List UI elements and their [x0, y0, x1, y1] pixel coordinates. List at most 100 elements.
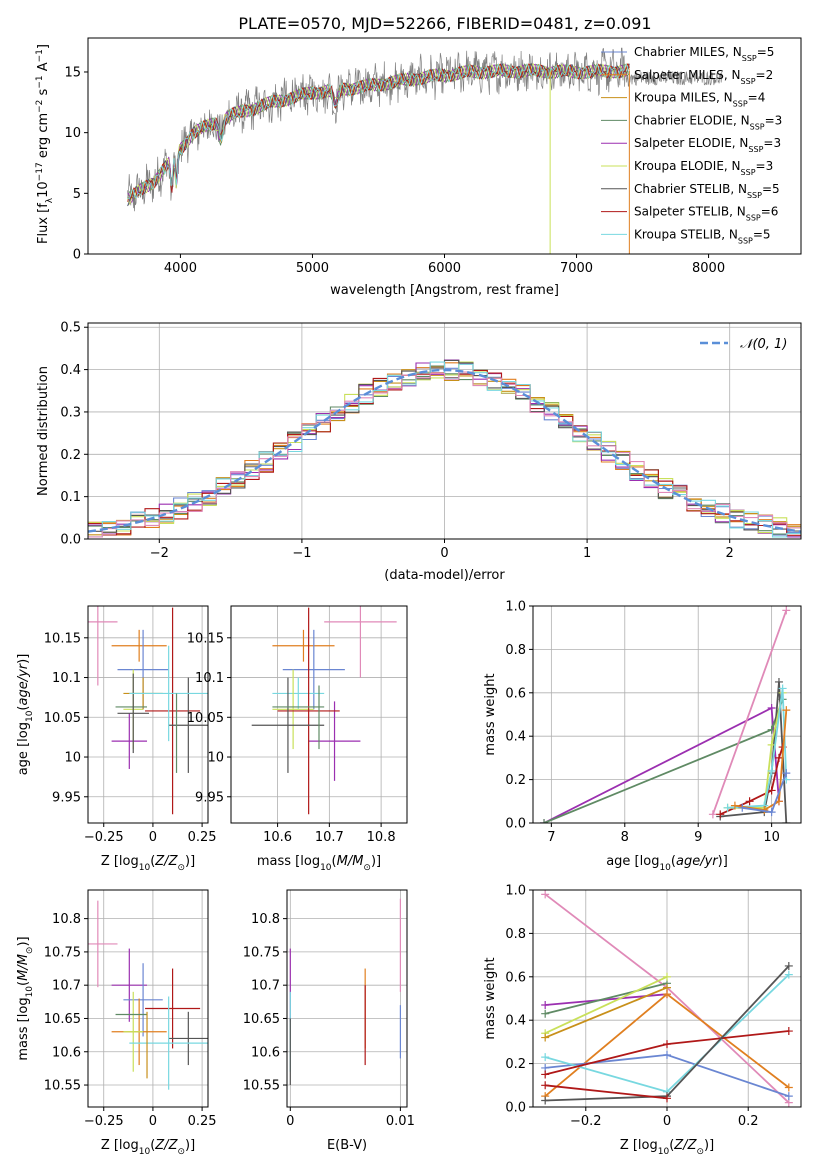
- x-tick-label: −2: [150, 546, 169, 561]
- x-tick-label: 7000: [560, 261, 593, 276]
- weight-marker: [663, 1094, 671, 1103]
- x-tick-label: 9: [694, 830, 702, 845]
- x-tick-label: 0: [149, 1114, 157, 1129]
- weight-marker: [663, 972, 671, 981]
- plot-area: [88, 606, 208, 815]
- model-spectrum-line: [127, 63, 630, 200]
- x-tick-label: 10.8: [367, 830, 396, 845]
- plot-area: [289, 898, 401, 1086]
- error-bar-point: [111, 629, 167, 662]
- x-tick-label: −1: [292, 546, 311, 561]
- y-tick-label: 10.15: [187, 631, 224, 646]
- weight-marker: [767, 808, 776, 817]
- y-tick-label: 10.75: [44, 945, 81, 960]
- y-tick-label: 1.0: [505, 884, 526, 899]
- panel-weight_vs_age: 7 8 9 10 0.0 0.2 0.4 0.6 0.8 1.0 age [log10(age/yr…: [483, 600, 802, 873]
- x-axis-label: Z [log10(Z/Z⊙)]: [620, 1138, 714, 1157]
- weight-marker: [541, 1081, 550, 1090]
- y-axis-label: mass weight: [483, 957, 498, 1039]
- y-axis-label: age [log10(age/yr)]: [16, 654, 35, 776]
- x-tick-label: 5000: [296, 261, 329, 276]
- weight-marker: [784, 961, 793, 970]
- x-tick-label: 0: [663, 1114, 671, 1129]
- weight-marker: [782, 706, 791, 715]
- weight-marker: [782, 606, 791, 615]
- x-tick-label: 0.01: [386, 1114, 415, 1129]
- y-tick-label: 0.3: [60, 405, 81, 420]
- weight-marker: [745, 797, 754, 806]
- panel-mass_vs_EBV: 0 0.01 10.55 10.6 10.65 10.7 10.75 10.8 E(B-V): [243, 889, 415, 1153]
- error-bar-point: [88, 606, 118, 686]
- legend: Chabrier MILES, NSSP=5 Salpeter MILES, NS…: [601, 45, 782, 245]
- weight-marker: [716, 810, 725, 819]
- weight-marker: [778, 684, 787, 693]
- weight-series-line: [544, 982, 668, 1015]
- weight-marker: [540, 819, 549, 823]
- weight-marker: [782, 769, 791, 778]
- weight-marker: [723, 803, 732, 812]
- error-bar-point: [88, 900, 118, 988]
- y-tick-label: 0.6: [505, 686, 526, 701]
- y-axis-label: Flux [fλ10−17 erg cm−2 s−1 A−1]: [35, 44, 55, 244]
- y-tick-label: 0.8: [505, 927, 526, 942]
- weight-series-line: [544, 986, 668, 1039]
- weight-marker: [738, 803, 747, 812]
- error-bar-point: [324, 606, 397, 678]
- y-tick-label: 9.95: [195, 790, 224, 805]
- x-tick-label: 7: [547, 830, 555, 845]
- weight-marker: [541, 1033, 550, 1042]
- error-bar-point: [117, 673, 149, 754]
- y-tick-label: 0.5: [60, 321, 81, 336]
- figure-title: PLATE=0570, MJD=52266, FIBERID=0481, z=0…: [238, 14, 651, 33]
- x-tick-label: −0.25: [84, 830, 124, 845]
- y-tick-label: 0.2: [505, 1057, 526, 1072]
- legend-entry: Chabrier MILES, NSSP=5: [634, 45, 774, 63]
- plot-area: [541, 890, 793, 1107]
- y-tick-label: 10.7: [251, 979, 280, 994]
- legend-entry: Salpeter MILES, NSSP=2: [634, 68, 773, 86]
- plot-area: [540, 606, 791, 823]
- legend-entry: Kroupa MILES, NSSP=4: [634, 91, 765, 109]
- axes-frame: [87, 605, 209, 824]
- weight-series-line: [545, 1084, 668, 1100]
- x-tick-label: 0.25: [188, 830, 217, 845]
- x-tick-label: 0: [149, 830, 157, 845]
- y-tick-label: 0.4: [60, 363, 81, 378]
- y-tick-label: 0.4: [505, 1014, 526, 1029]
- error-bar-point: [145, 607, 201, 815]
- x-tick-label: 2: [726, 546, 734, 561]
- y-tick-label: 10.8: [52, 912, 81, 927]
- weight-marker: [663, 1040, 671, 1049]
- residual-histogram: [88, 371, 801, 538]
- weight-marker: [767, 703, 776, 712]
- weight-marker: [730, 801, 739, 810]
- axes-frame: [532, 605, 802, 824]
- error-bar-point: [129, 996, 208, 1090]
- x-tick-label: −0.25: [84, 1114, 124, 1129]
- y-tick-label: 10.55: [44, 1079, 81, 1094]
- weight-marker: [784, 1027, 793, 1036]
- weight-marker: [541, 890, 550, 899]
- weight-marker: [541, 1096, 550, 1105]
- x-axis-label: E(B-V): [327, 1138, 367, 1153]
- y-tick-label: 10.65: [44, 1012, 81, 1027]
- y-tick-label: 10.75: [243, 945, 280, 960]
- y-tick-label: 5: [73, 187, 81, 202]
- error-bar-point: [272, 677, 325, 710]
- weight-marker: [782, 819, 791, 823]
- plot-area: [88, 900, 208, 1090]
- weight-marker: [784, 1083, 793, 1092]
- y-tick-label: 10.8: [251, 912, 280, 927]
- model-spectrum-line: [127, 62, 630, 206]
- y-tick-label: 10.65: [243, 1012, 280, 1027]
- panel-age_vs_Z: −0.25 0 0.25 9.95 10 10.05 10.1 10.15 Z [log10(Z…: [16, 605, 217, 873]
- weight-marker: [541, 1070, 550, 1079]
- x-tick-label: 8: [621, 830, 629, 845]
- panel-age_vs_mass: 10.6 10.7 10.8 9.95 10 10.05 10.1 10.15 mass [lo…: [187, 605, 408, 873]
- legend-entry: Chabrier STELIB, NSSP=5: [634, 182, 780, 200]
- y-tick-label: 0.0: [60, 533, 81, 548]
- error-bar-point: [272, 669, 314, 750]
- x-tick-label: 10.6: [263, 830, 292, 845]
- x-axis-label: Z [log10(Z/Z⊙)]: [101, 854, 195, 873]
